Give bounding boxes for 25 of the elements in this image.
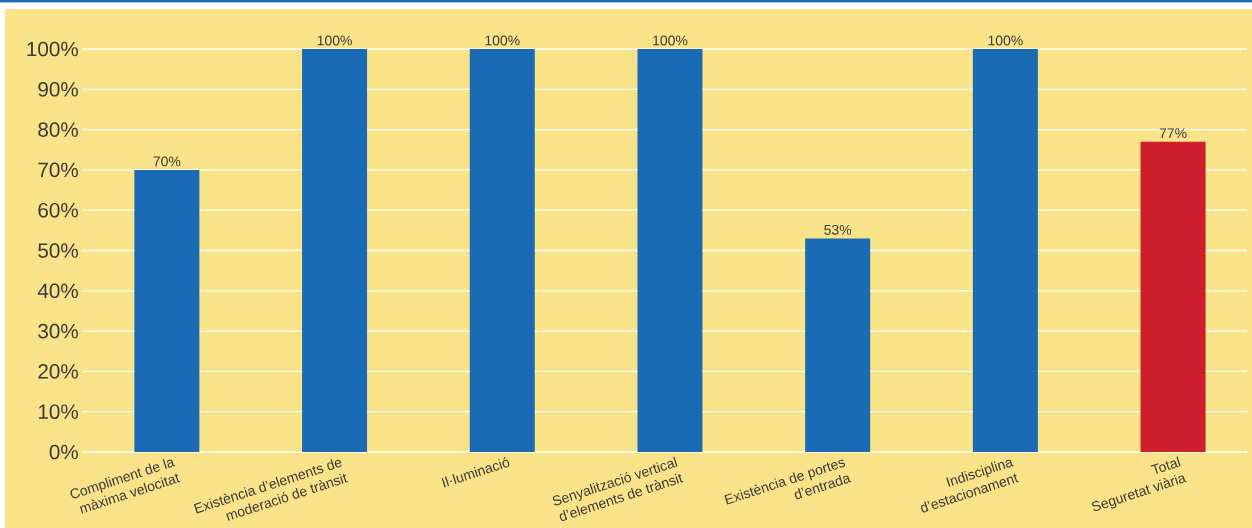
y-tick-label: 80% [38,122,78,137]
y-tick-label: 30% [38,323,78,339]
data-label: 100% [485,35,520,46]
data-label: 100% [653,35,688,46]
bar [637,49,703,452]
data-label: 100% [988,35,1023,46]
y-tick-label: 20% [38,364,78,379]
y-tick-label: 10% [38,404,78,420]
bar [134,169,200,452]
bar [469,49,535,452]
data-label: 53% [824,224,852,235]
data-label: 70% [153,156,181,167]
y-tick-label: 60% [38,202,78,218]
bar [805,238,871,452]
bar [302,49,368,452]
y-tick-label: 90% [38,81,78,97]
y-tick-label: 100% [27,41,78,57]
y-tick-label: 0% [49,444,78,460]
y-tick-label: 70% [38,162,78,178]
bar [972,49,1038,452]
data-label: 100% [317,35,352,46]
y-tick-label: 40% [37,283,78,299]
bar [1140,141,1206,452]
data-label: 77% [1159,128,1187,139]
y-tick-label: 50% [38,243,78,258]
